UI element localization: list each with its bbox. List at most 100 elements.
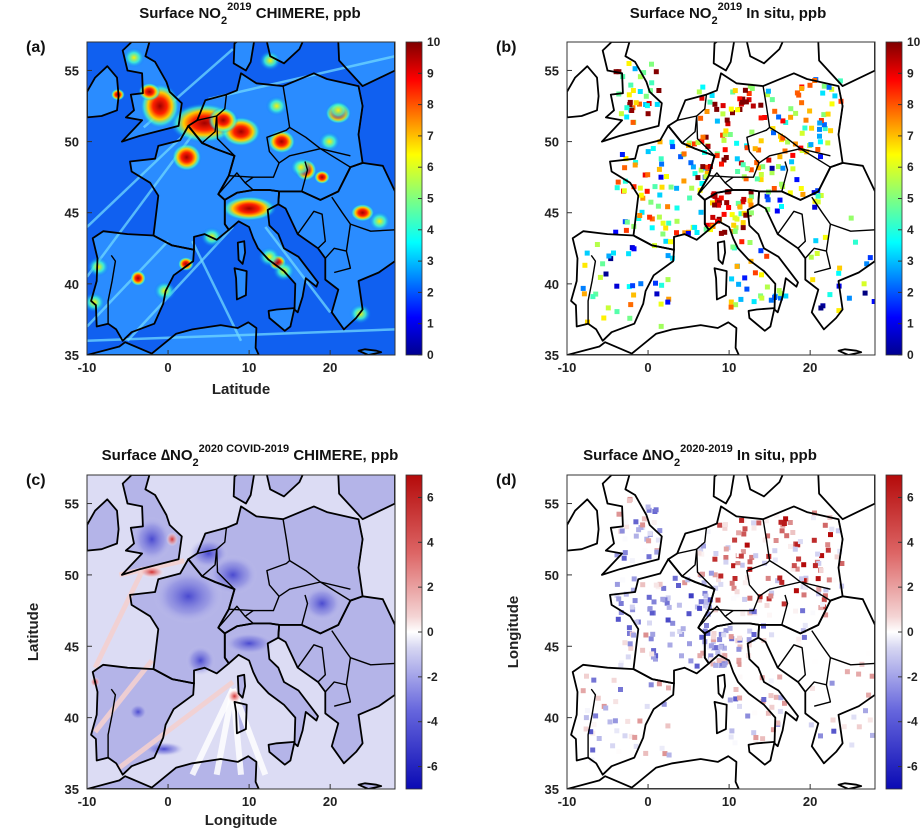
station-marker: [648, 199, 654, 205]
panel-c: Surface ∆NO22020 COVID-2019 CHIMERE, ppb…: [25, 443, 438, 829]
station-marker: [688, 593, 694, 599]
station-marker: [721, 645, 727, 651]
station-marker: [649, 216, 655, 222]
station-marker: [647, 88, 653, 94]
station-marker: [656, 88, 662, 93]
station-marker: [630, 607, 636, 613]
station-marker: [848, 215, 854, 221]
station-marker: [778, 295, 783, 301]
country-border: [301, 161, 309, 192]
station-marker: [657, 139, 663, 145]
coastline: [567, 755, 740, 789]
station-marker: [699, 95, 705, 101]
station-marker: [793, 588, 799, 594]
station-marker: [832, 93, 838, 99]
coastline: [357, 348, 383, 355]
station-marker: [819, 553, 825, 559]
station-marker: [601, 315, 607, 321]
station-marker: [723, 522, 728, 528]
station-marker: [597, 274, 603, 280]
station-marker: [817, 133, 822, 139]
station-marker: [702, 590, 708, 596]
station-marker: [705, 611, 711, 617]
station-marker: [766, 596, 772, 602]
coastline: [236, 240, 246, 265]
coastline: [712, 42, 735, 72]
station-marker: [808, 142, 814, 148]
station-marker: [593, 713, 599, 719]
station-marker: [817, 120, 823, 126]
coastline: [236, 673, 246, 699]
y-tick-label: 40: [65, 711, 79, 726]
station-marker: [778, 291, 784, 297]
station-marker: [647, 530, 653, 536]
coastline: [712, 475, 735, 505]
station-marker: [659, 161, 665, 167]
ship-plume: [92, 566, 146, 669]
station-marker: [700, 571, 705, 577]
station-marker: [799, 100, 805, 106]
station-marker: [659, 745, 665, 751]
station-marker: [656, 166, 662, 172]
station-marker: [659, 184, 665, 190]
station-marker: [816, 586, 822, 592]
station-marker: [627, 99, 633, 105]
station-marker: [658, 174, 664, 180]
colorbar-tick-label: -2: [907, 670, 918, 684]
station-marker: [605, 305, 611, 311]
station-marker: [627, 631, 632, 636]
decrease-area: [185, 645, 216, 676]
city-hotspot: [289, 157, 312, 178]
station-marker: [728, 634, 734, 640]
station-marker: [870, 732, 875, 738]
station-marker: [582, 262, 588, 268]
station-marker: [630, 587, 636, 593]
coastline: [266, 475, 304, 498]
station-marker: [720, 132, 726, 138]
station-marker: [729, 728, 735, 734]
station-marker: [765, 533, 771, 539]
station-marker: [733, 687, 739, 692]
station-marker: [623, 519, 629, 525]
station-marker: [626, 61, 632, 66]
station-marker: [769, 632, 775, 638]
station-marker: [674, 205, 680, 211]
station-marker: [807, 82, 813, 88]
station-marker: [716, 658, 722, 663]
station-marker: [798, 186, 804, 191]
y-tick-label: 40: [545, 711, 559, 726]
station-marker: [692, 171, 698, 177]
station-marker: [783, 120, 789, 125]
station-marker: [689, 185, 695, 191]
station-marker: [682, 230, 688, 236]
station-marker: [616, 69, 622, 75]
colorbar-tick-label: 8: [907, 98, 914, 112]
station-marker: [657, 528, 663, 534]
station-marker: [729, 276, 735, 282]
station-marker: [705, 604, 711, 610]
station-marker: [866, 692, 872, 698]
station-marker: [740, 611, 746, 617]
station-marker: [618, 610, 624, 615]
country-border: [217, 172, 254, 195]
station-marker: [754, 176, 760, 182]
station-marker: [682, 580, 688, 586]
station-marker: [747, 595, 753, 601]
y-tick-label: 45: [65, 206, 79, 221]
station-marker: [626, 498, 632, 504]
coastline: [567, 498, 600, 552]
station-marker: [695, 175, 701, 181]
station-marker: [687, 195, 693, 201]
station-marker: [760, 164, 766, 170]
station-marker: [844, 669, 850, 675]
station-marker: [636, 216, 642, 221]
station-marker: [734, 216, 740, 222]
station-marker: [735, 107, 741, 113]
y-tick-label: 50: [545, 135, 559, 150]
station-marker: [800, 191, 806, 197]
station-marker: [742, 526, 748, 532]
station-marker: [664, 600, 670, 606]
station-marker: [722, 229, 728, 235]
station-marker: [721, 157, 727, 163]
station-marker: [708, 570, 714, 576]
